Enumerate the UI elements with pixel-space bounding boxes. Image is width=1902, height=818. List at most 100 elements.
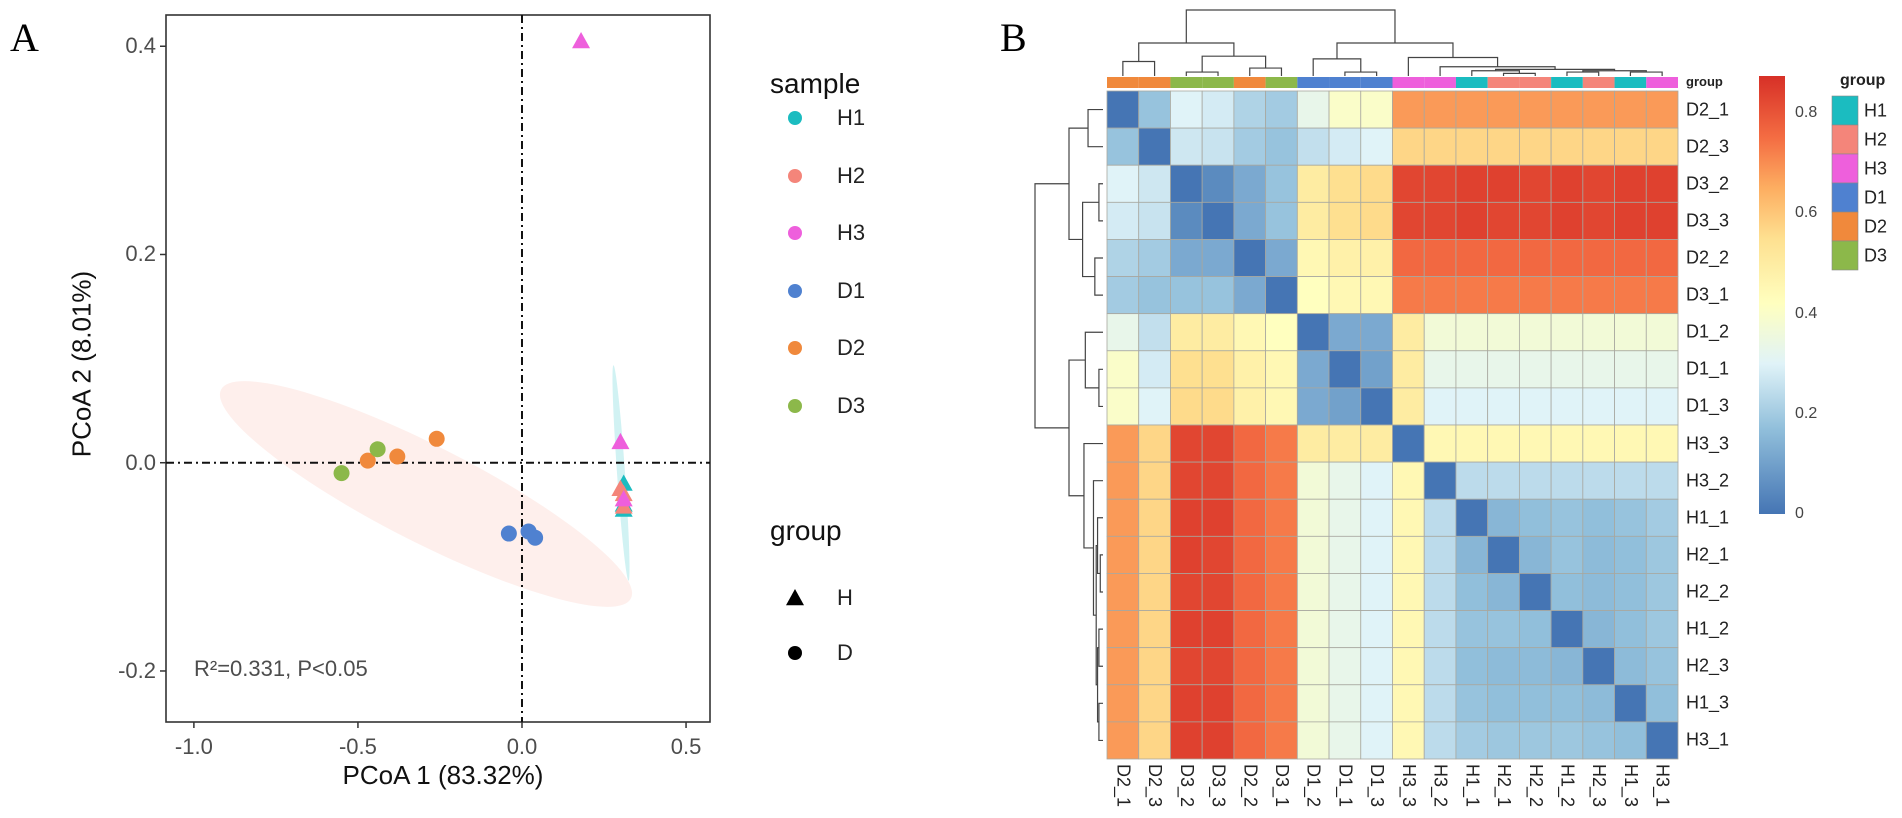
heatmap-cell bbox=[1138, 90, 1171, 129]
legend-label-h3: H3 bbox=[837, 220, 866, 245]
heatmap-cell bbox=[1170, 647, 1203, 686]
legend-label-d1: D1 bbox=[837, 278, 866, 303]
x-tick-label: 0.5 bbox=[670, 734, 702, 759]
heatmap-cell bbox=[1392, 239, 1425, 277]
heatmap-cell bbox=[1645, 535, 1679, 574]
colorbar-tick-label: 0.8 bbox=[1795, 104, 1818, 122]
heatmap-cell bbox=[1550, 276, 1584, 315]
heatmap-cell bbox=[1265, 461, 1298, 500]
heatmap-cell bbox=[1265, 573, 1298, 611]
heatmap-cell bbox=[1265, 610, 1298, 649]
row-label: H1_1 bbox=[1686, 507, 1730, 528]
heatmap-cell bbox=[1645, 387, 1679, 426]
heatmap-cell bbox=[1328, 721, 1362, 760]
heatmap-cell bbox=[1518, 201, 1552, 240]
heatmap-cell bbox=[1138, 721, 1171, 760]
row-label: D2_2 bbox=[1686, 247, 1730, 268]
heatmap-cell bbox=[1550, 461, 1584, 500]
heatmap-cell bbox=[1645, 424, 1679, 463]
heatmap-cell bbox=[1455, 201, 1489, 240]
heatmap-cell bbox=[1455, 647, 1489, 686]
heatmap-cell bbox=[1582, 610, 1615, 649]
heatmap-cell bbox=[1201, 350, 1235, 389]
heatmap-cell bbox=[1645, 239, 1679, 277]
heatmap-cell bbox=[1392, 276, 1425, 315]
legend-marker-circle bbox=[788, 646, 802, 660]
heatmap-cell bbox=[1645, 90, 1679, 129]
heatmap-cell bbox=[1265, 239, 1298, 277]
heatmap-cell bbox=[1170, 90, 1203, 129]
heatmap-cell bbox=[1106, 684, 1140, 723]
annotation-cell-d1 bbox=[1297, 77, 1330, 88]
pcoa-plot bbox=[160, 14, 804, 728]
heatmap-cell bbox=[1170, 461, 1203, 500]
legend-marker-h1 bbox=[788, 111, 802, 125]
heatmap-cell bbox=[1455, 164, 1489, 203]
row-dendrogram-branch bbox=[1098, 628, 1103, 667]
heatmap-cell bbox=[1233, 90, 1267, 129]
heatmap-cell bbox=[1392, 573, 1425, 611]
column-label: D3_3 bbox=[1208, 764, 1229, 808]
heatmap-cell bbox=[1645, 721, 1679, 760]
heatmap-cell bbox=[1201, 498, 1235, 537]
heatmap-cell bbox=[1614, 276, 1647, 315]
heatmap-cell bbox=[1233, 276, 1267, 315]
heatmap-cell bbox=[1360, 535, 1393, 574]
heatmap-cell bbox=[1106, 239, 1140, 277]
heatmap-cell bbox=[1170, 387, 1203, 426]
heatmap-cell bbox=[1550, 573, 1584, 611]
annotation-cell-h3 bbox=[1646, 77, 1678, 88]
row-label: H2_1 bbox=[1686, 544, 1730, 565]
heatmap-cell bbox=[1423, 684, 1457, 723]
colorbar bbox=[1759, 76, 1785, 514]
heatmap-cell bbox=[1138, 127, 1171, 166]
heatmap-cell bbox=[1487, 684, 1520, 723]
heatmap-cell bbox=[1296, 201, 1330, 240]
heatmap-cell bbox=[1170, 498, 1203, 537]
heatmap-cell bbox=[1582, 201, 1615, 240]
annotation-cell-h2 bbox=[1487, 77, 1520, 88]
annotation-cell-h1 bbox=[1551, 77, 1583, 88]
heatmap-cell bbox=[1518, 90, 1552, 129]
heatmap-cell bbox=[1201, 573, 1235, 611]
x-axis-title: PCoA 1 (83.32%) bbox=[342, 760, 544, 790]
heatmap-cell bbox=[1550, 239, 1584, 277]
annotation-cell-d1 bbox=[1329, 77, 1361, 88]
heatmap-cell bbox=[1582, 90, 1615, 129]
heatmap-cell bbox=[1582, 721, 1615, 760]
heatmap-cell bbox=[1455, 276, 1489, 315]
heatmap-cell bbox=[1455, 424, 1489, 463]
heatmap-cell bbox=[1550, 684, 1584, 723]
heatmap-cell bbox=[1265, 164, 1298, 203]
heatmap-cell bbox=[1360, 127, 1393, 166]
column-label: D3_1 bbox=[1271, 764, 1292, 808]
heatmap-cell bbox=[1233, 684, 1267, 723]
heatmap-cell bbox=[1106, 164, 1140, 203]
heatmap-cell bbox=[1550, 498, 1584, 537]
row-label: D1_3 bbox=[1686, 395, 1730, 416]
heatmap-cell bbox=[1487, 573, 1520, 611]
annotation-cell-d3 bbox=[1170, 77, 1203, 88]
heatmap-cell bbox=[1170, 721, 1203, 760]
legend-label-h2: H2 bbox=[837, 163, 866, 188]
heatmap-cell bbox=[1645, 313, 1679, 352]
heatmap-cell bbox=[1233, 350, 1267, 389]
heatmap-cell bbox=[1392, 164, 1425, 203]
heatmap-cell bbox=[1360, 573, 1393, 611]
heatmap-cell bbox=[1138, 498, 1171, 537]
heatmap-cell bbox=[1360, 387, 1393, 426]
legend-marker-triangle bbox=[786, 589, 804, 606]
heatmap-cell bbox=[1138, 239, 1171, 277]
heatmap-cell bbox=[1296, 498, 1330, 537]
colorbar-tick-label: 0.6 bbox=[1795, 204, 1818, 222]
heatmap-cell bbox=[1328, 461, 1362, 500]
y-tick-label: 0.4 bbox=[125, 33, 156, 59]
panel-label-a: A bbox=[10, 15, 39, 60]
legend-label-d2: D2 bbox=[837, 335, 866, 360]
heatmap-cell bbox=[1518, 535, 1552, 574]
row-dendrogram-branch bbox=[1099, 554, 1103, 593]
column-dendrogram-branch bbox=[1336, 42, 1454, 59]
heatmap-cell bbox=[1392, 201, 1425, 240]
heatmap-cell bbox=[1201, 721, 1235, 760]
heatmap-cell bbox=[1265, 350, 1298, 389]
